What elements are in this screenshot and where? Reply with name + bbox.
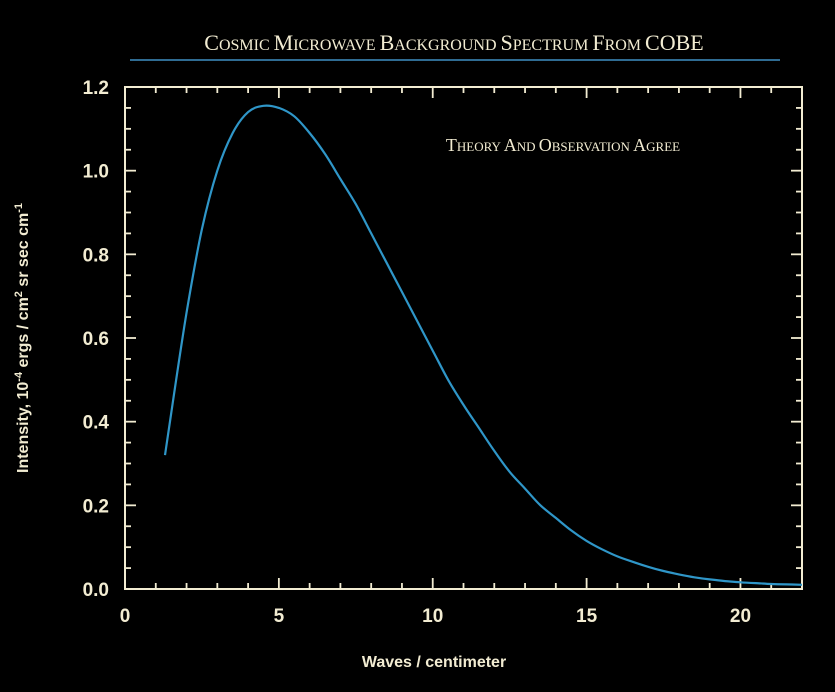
x-tick-label: 20 (730, 606, 751, 627)
x-tick-labels: 0 5 10 15 20 (120, 606, 751, 627)
x-axis-label: Waves / centimeter (362, 654, 506, 671)
x-tick-label: 15 (576, 606, 598, 627)
x-tick-label: 5 (274, 606, 285, 627)
x-tick-label: 0 (120, 606, 131, 627)
x-tick-label: 10 (422, 606, 443, 627)
y-tick-label: 0.8 (83, 245, 109, 266)
y-tick-label: 1.0 (83, 162, 109, 183)
y-tick-labels: 0.0 0.2 0.4 0.6 0.8 1.0 1.2 (83, 78, 110, 601)
axis-ticks (124, 86, 803, 590)
y-tick-label: 0.2 (83, 496, 109, 517)
y-axis-label: Intensity, 10-4 ergs / cm2 sr sec cm-1 (13, 203, 32, 473)
y-tick-label: 0.0 (83, 580, 109, 601)
chart-title: COSMIC MICROWAVE BACKGROUND SPECTRUM FRO… (204, 30, 703, 55)
y-tick-label: 1.2 (83, 78, 109, 99)
series-line-spectrum (163, 104, 803, 586)
y-tick-label: 0.6 (83, 329, 109, 350)
annotation-text: THEORY AND OBSERVATION AGREE (446, 135, 680, 155)
y-tick-label: 0.4 (83, 413, 110, 434)
plot-frame (124, 86, 803, 590)
